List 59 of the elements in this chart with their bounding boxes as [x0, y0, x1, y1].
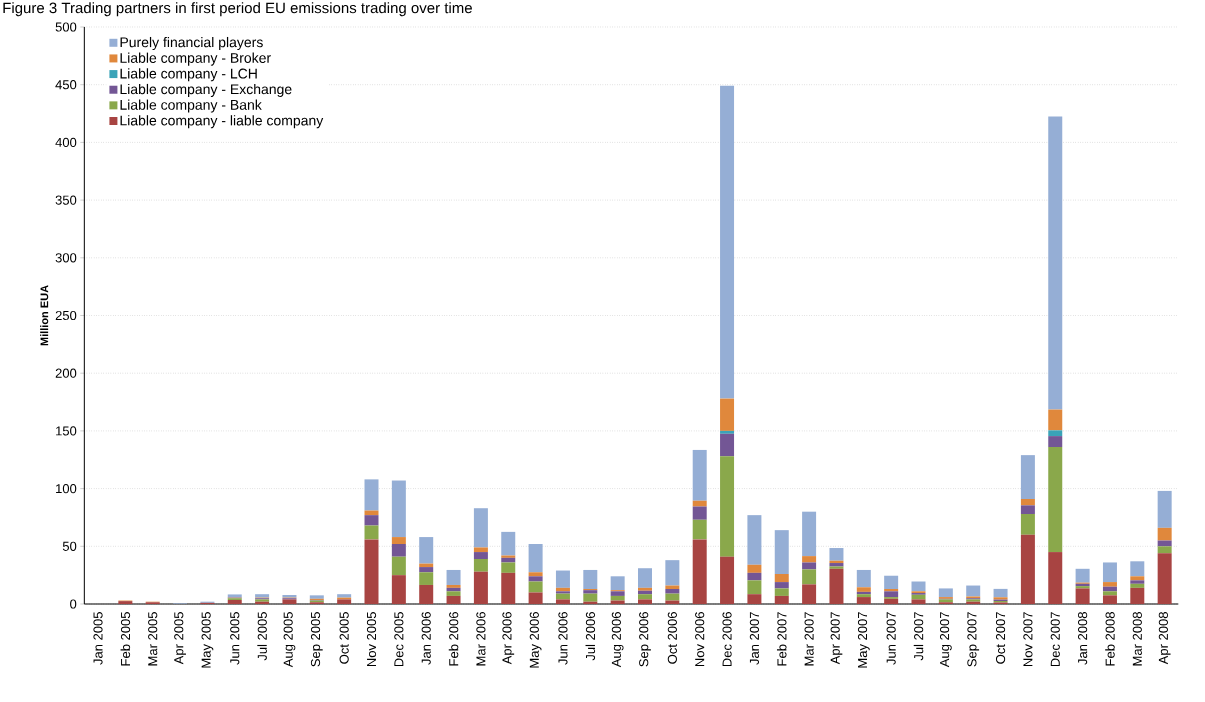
y-tick-label: 250 [55, 310, 77, 321]
x-tick-label: Jan 2008 [1078, 612, 1088, 665]
x-tick-label: May 2006 [529, 612, 542, 668]
x-tick-label: Oct 2006 [667, 612, 677, 664]
x-tick-label: Jun 2007 [886, 612, 896, 665]
y-axis-title: Million EUA [40, 285, 49, 346]
y-tick-label: 450 [55, 80, 77, 90]
x-tick-label: Nov 2007 [1023, 612, 1033, 667]
x-tick-label: Mar 2005 [148, 612, 158, 666]
x-tick-label: Jan 2005 [93, 612, 103, 665]
x-tick-label: May 2007 [857, 612, 870, 668]
y-tick-label: 350 [55, 195, 77, 205]
chart-title: Figure 3 Trading partners in first period EU emissions trading over time [3, 2, 472, 17]
legend-label: Liable company - LCH [120, 68, 257, 82]
x-tick-label: Mar 2008 [1132, 612, 1142, 666]
x-tick-label: Sep 2007 [967, 612, 980, 667]
x-tick-label: Nov 2006 [695, 612, 705, 667]
x-tick-label: Apr 2005 [174, 612, 186, 665]
legend-label: Liable company - Exchange [120, 83, 292, 97]
x-tick-label: Apr 2008 [1158, 612, 1171, 665]
x-tick-label: Feb 2008 [1105, 612, 1115, 666]
x-tick-label: Jan 2007 [749, 612, 760, 665]
x-tick-label: Apr 2007 [830, 612, 843, 665]
x-tick-label: Dec 2005 [394, 612, 404, 667]
x-tick-label: Dec 2007 [1050, 612, 1060, 667]
x-tick-label: Jan 2006 [421, 612, 431, 665]
x-tick-label: Oct 2005 [339, 612, 349, 664]
legend-label: Purely financial players [120, 36, 263, 51]
y-tick-label: 200 [55, 368, 77, 378]
x-tick-label: Jun 2006 [558, 612, 568, 665]
y-tick-label: 150 [56, 426, 77, 436]
legend-label: Liable company - Broker [120, 52, 271, 66]
x-tick-label: Dec 2006 [722, 612, 732, 667]
x-tick-label: Jul 2007 [913, 612, 924, 661]
legend-label: Liable company - liable company [120, 115, 324, 129]
x-tick-label: Aug 2006 [611, 612, 624, 668]
x-tick-label: Apr 2006 [502, 612, 515, 665]
x-tick-label: Nov 2005 [366, 612, 377, 667]
y-tick-label: 100 [56, 483, 77, 494]
x-tick-label: May 2005 [201, 612, 214, 668]
x-tick-label: Jul 2006 [585, 612, 596, 661]
y-tick-label: 500 [55, 22, 77, 32]
x-tick-label: Feb 2005 [120, 612, 131, 666]
legend-label: Liable company - Bank [120, 99, 262, 113]
x-tick-label: Feb 2006 [448, 612, 459, 666]
y-tick-label: 0 [70, 599, 77, 609]
y-tick-label: 300 [55, 253, 77, 263]
x-tick-label: Jul 2005 [257, 612, 267, 661]
x-tick-label: Mar 2006 [476, 612, 486, 666]
x-tick-label: Sep 2005 [310, 612, 323, 667]
x-tick-label: Mar 2007 [804, 612, 814, 666]
x-tick-label: Oct 2007 [995, 612, 1006, 664]
y-tick-label: 50 [62, 541, 77, 551]
x-tick-label: Aug 2007 [939, 612, 952, 668]
x-tick-label: Sep 2006 [639, 612, 651, 667]
x-tick-label: Jun 2005 [230, 612, 240, 665]
y-tick-label: 400 [55, 137, 77, 147]
x-tick-label: Aug 2005 [283, 612, 296, 668]
x-tick-label: Feb 2007 [776, 612, 787, 666]
